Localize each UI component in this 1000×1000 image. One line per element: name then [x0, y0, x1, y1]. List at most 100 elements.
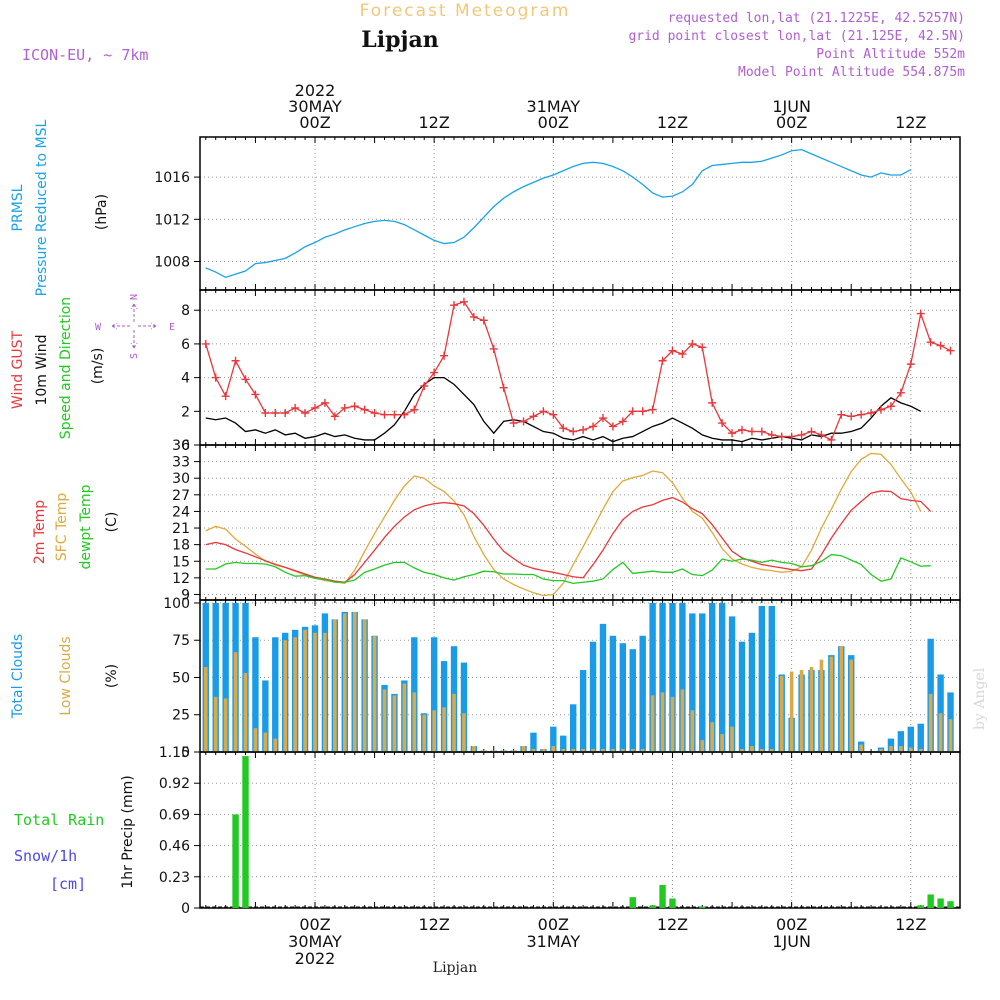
total-cloud-bar — [530, 732, 537, 752]
total-cloud-bar — [609, 635, 617, 752]
gust-marker — [340, 403, 349, 412]
clouds-unit: (%) — [104, 664, 120, 688]
top-axis-label: 30MAY — [288, 97, 342, 116]
total-cloud-bar — [689, 613, 696, 752]
low-cloud-bar — [213, 696, 218, 752]
info-line-3: Point Altitude 552m — [816, 47, 965, 62]
gust-marker — [797, 430, 806, 439]
temperature-panel: 2m Temp SFC Temp dewpt Temp (C) 91215182… — [32, 438, 961, 603]
y-tick-label: 15 — [172, 554, 190, 570]
top-axis-label: 00Z — [299, 113, 330, 132]
total-cloud-bar — [718, 602, 726, 752]
bottom-axis-label: 31MAY — [526, 932, 580, 951]
total-cloud-bar — [709, 602, 716, 752]
low-cloud-bar — [283, 640, 288, 752]
low-cloud-bar — [422, 714, 427, 752]
gust-marker — [598, 414, 607, 423]
low-cloud-bar — [720, 734, 724, 752]
y-tick-label: 1016 — [154, 170, 190, 186]
gust-marker — [886, 402, 895, 411]
low-cloud-bar — [412, 692, 417, 752]
low-cloud-bar — [243, 673, 248, 752]
t2m-label: 2m Temp — [32, 500, 48, 564]
wind-plot: 0 2 4 6 8 — [181, 289, 961, 454]
low-cloud-bar — [710, 722, 714, 752]
low-cloud-bar — [313, 632, 317, 752]
total-cloud-bar — [460, 662, 468, 752]
y-tick-label: 0.46 — [159, 839, 190, 855]
meteogram-title: Forecast Meteogram — [360, 1, 571, 21]
total-cloud-bar — [589, 641, 597, 752]
gust-marker — [777, 432, 786, 441]
low-cloud-bar — [670, 696, 675, 752]
low-cloud-bar — [601, 749, 605, 752]
low-cloud-bar — [819, 659, 824, 752]
compass-rose: N S W E — [95, 294, 175, 359]
y-tick-label: 100 — [163, 596, 190, 612]
low-cloud-bar — [293, 637, 297, 752]
compass-arrows-icon — [111, 303, 157, 349]
pressure-label-2: Pressure Reduced to MSL — [34, 119, 50, 296]
low-cloud-bar — [859, 744, 863, 752]
rain-bar — [699, 906, 706, 908]
top-axis-label: 1JUN — [772, 97, 811, 116]
model-label: ICON-EU, ~ 7km — [22, 46, 148, 64]
bottom-axis-label: 30MAY — [288, 932, 342, 951]
pressure-panel: PRMSL Pressure Reduced to MSL (hPa) 1008… — [10, 119, 961, 296]
temp-unit: (C) — [104, 512, 120, 533]
rain-bar — [937, 898, 944, 908]
bottom-axis-label: 12Z — [895, 915, 926, 934]
gust-marker — [549, 410, 558, 419]
low-cloud-bar — [640, 749, 645, 752]
low-cloud-bar — [581, 749, 585, 752]
low-cloud-bar — [740, 749, 744, 752]
total-cloud-bar — [738, 641, 746, 752]
y-tick-label: 2 — [181, 404, 190, 420]
low-cloud-bar — [769, 749, 774, 752]
bottom-axis-label: 00Z — [538, 915, 569, 934]
info-line-4: Model Point Altitude 554.875m — [738, 65, 965, 80]
y-tick-label: 75 — [172, 633, 190, 649]
y-tick-label: 4 — [181, 371, 190, 387]
total-cloud-bar — [619, 643, 627, 752]
compass-north: N — [129, 294, 140, 300]
gust-marker — [857, 410, 866, 419]
rain-bar — [947, 901, 954, 908]
gust-marker — [311, 403, 319, 412]
gust-marker — [747, 427, 756, 436]
y-tick-label: 0 — [181, 901, 190, 917]
top-axis-label: 12Z — [418, 113, 449, 132]
gust-marker — [787, 432, 796, 441]
total-cloud-bar — [569, 704, 577, 752]
low-clouds-label: Low Clouds — [58, 636, 74, 715]
info-line-2: grid point closest lon,lat (21.125E, 42.… — [628, 29, 965, 44]
low-cloud-bar — [760, 749, 764, 752]
total-cloud-bar — [679, 602, 686, 752]
total-cloud-bar — [699, 613, 706, 752]
top-axis-label: 00Z — [776, 113, 807, 132]
gust-marker — [440, 351, 449, 360]
low-cloud-bar — [839, 646, 844, 752]
gust-marker — [330, 412, 339, 421]
y-tick-label: 30 — [172, 471, 190, 487]
gust-marker — [350, 402, 359, 411]
low-cloud-bar — [342, 613, 347, 752]
low-cloud-bar — [928, 693, 933, 752]
gust-marker — [261, 408, 270, 417]
low-cloud-bar — [442, 707, 446, 752]
low-cloud-bar — [611, 749, 615, 752]
gust-marker — [718, 419, 727, 428]
sfc-label: SFC Temp — [54, 493, 70, 562]
wind10m-label: 10m Wind — [34, 334, 50, 405]
gust-marker — [579, 425, 588, 434]
wind-panel: Wind GUST 10m Wind Speed and Direction (… — [10, 289, 961, 454]
bottom-axis-label: 12Z — [657, 915, 688, 934]
gust-marker — [936, 341, 945, 350]
gust-marker — [479, 316, 488, 325]
gust-marker — [767, 430, 776, 439]
panel-frame — [199, 289, 961, 446]
low-cloud-bar — [918, 749, 923, 752]
total-cloud-bar — [649, 602, 656, 752]
gust-marker — [539, 407, 548, 416]
low-cloud-bar — [650, 695, 655, 752]
